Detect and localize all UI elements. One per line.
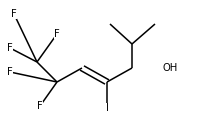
Text: F: F [54, 29, 60, 39]
Text: OH: OH [162, 63, 177, 73]
Text: F: F [37, 101, 43, 111]
Text: F: F [7, 43, 13, 53]
Text: F: F [7, 67, 13, 77]
Text: F: F [11, 9, 17, 19]
Text: I: I [106, 103, 108, 113]
